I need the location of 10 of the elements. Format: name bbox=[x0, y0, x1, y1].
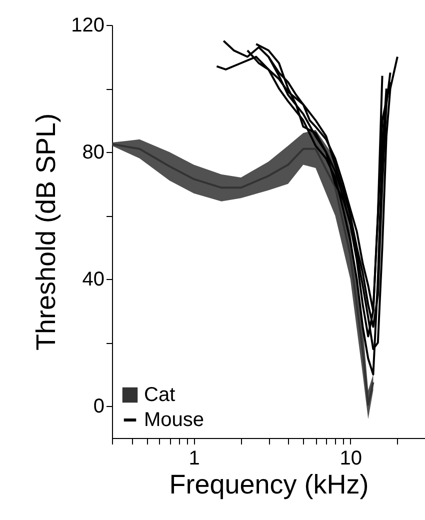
y-tick-label: 0 bbox=[93, 396, 104, 418]
y-tick-label: 120 bbox=[71, 14, 104, 36]
y-tick-label: 80 bbox=[82, 142, 104, 164]
x-tick-label: 1 bbox=[188, 448, 200, 470]
y-axis-title: Threshold (dB SPL) bbox=[31, 113, 62, 351]
legend-label: Cat bbox=[144, 384, 176, 406]
x-tick-label: 10 bbox=[340, 448, 362, 470]
legend-label: Mouse bbox=[144, 409, 204, 431]
y-tick-label: 40 bbox=[82, 268, 104, 291]
x-axis-title: Frequency (kHz) bbox=[169, 470, 369, 500]
